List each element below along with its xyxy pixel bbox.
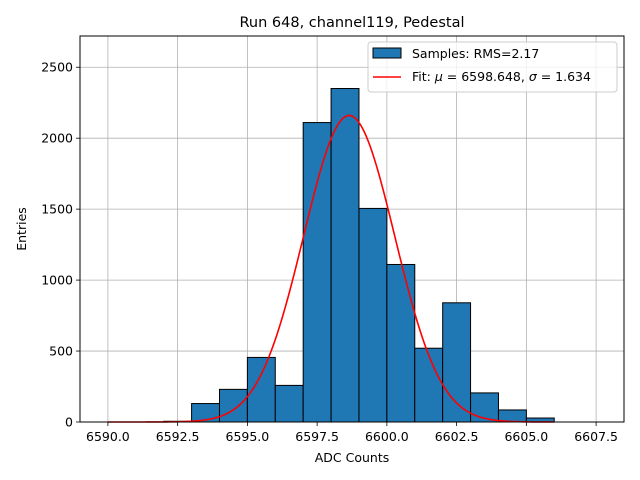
- x-ticks: 6590.0 6592.5 6595.0 6597.5 6600.0 6602.5 6605…: [86, 422, 618, 444]
- histogram-bar: [218, 388, 248, 423]
- x-tick-label: 6590.0: [86, 429, 130, 444]
- histogram-bar: [442, 302, 472, 423]
- x-axis-label: ADC Counts: [315, 450, 390, 465]
- histogram-bar: [470, 392, 499, 423]
- histogram-bar: [274, 384, 304, 423]
- histogram-bar: [414, 347, 444, 423]
- legend-box: [367, 41, 618, 93]
- chart-title: Run 648, channel119, Pedestal: [239, 15, 464, 31]
- legend-fit-mu-value: = 6598.648,: [443, 69, 529, 84]
- legend-label-fit: Fit: μ = 6598.648, σ = 1.634: [412, 69, 591, 84]
- x-tick-label: 6605.0: [504, 429, 548, 444]
- legend-label-samples: Samples: RMS=2.17: [412, 46, 539, 61]
- y-tick-label: 500: [49, 344, 73, 359]
- legend-fit-prefix: Fit:: [412, 69, 435, 84]
- histogram-bar: [358, 207, 388, 423]
- legend-fit-sigma-symbol: σ: [529, 69, 538, 84]
- x-tick-label: 6607.5: [574, 429, 618, 444]
- y-ticks: 0 500 1000 1500 2000 2500: [41, 60, 80, 430]
- x-tick-label: 6597.5: [295, 429, 339, 444]
- legend-fit-sigma-value: = 1.634: [537, 69, 591, 84]
- y-axis-label: Entries: [14, 207, 29, 251]
- histogram-bar: [330, 88, 360, 423]
- y-tick-label: 1000: [41, 273, 73, 288]
- y-tick-label: 1500: [41, 202, 73, 217]
- legend-swatch-samples: [372, 47, 402, 59]
- histogram-bar: [302, 122, 332, 423]
- legend-fit-mu-symbol: μ: [434, 69, 443, 84]
- y-tick-label: 2000: [41, 131, 73, 146]
- y-tick-label: 2500: [41, 60, 73, 75]
- histogram-bar: [386, 263, 416, 423]
- axes-frame: [79, 35, 625, 423]
- y-tick-label: 0: [65, 415, 73, 430]
- x-tick-label: 6592.5: [156, 429, 200, 444]
- x-tick-label: 6602.5: [435, 429, 479, 444]
- x-tick-label: 6600.0: [365, 429, 409, 444]
- legend: Samples: RMS=2.17 Fit: μ = 6598.648, σ =…: [367, 41, 618, 93]
- x-tick-label: 6595.0: [226, 429, 270, 444]
